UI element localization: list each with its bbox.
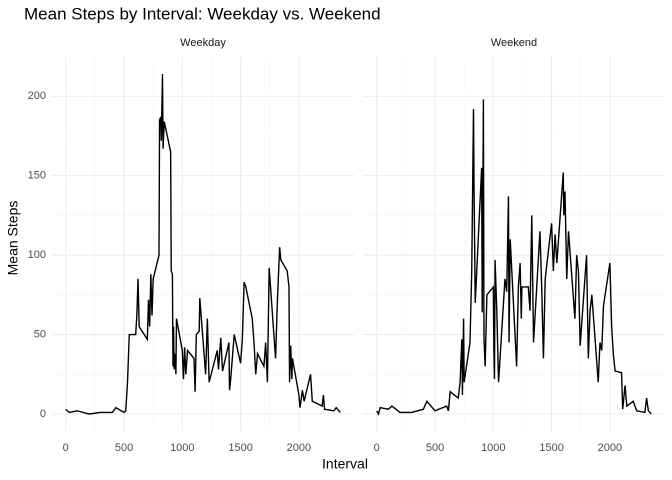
x-tick-label: 1000 — [170, 442, 194, 454]
data-line — [65, 73, 341, 415]
x-axis-label: Interval — [322, 456, 368, 472]
y-tick-label: 50 — [34, 328, 46, 340]
y-tick-label: 0 — [40, 408, 46, 420]
data-line — [376, 99, 652, 416]
y-tick-label: 200 — [28, 90, 46, 102]
x-tick-label: 2000 — [287, 442, 311, 454]
x-tick-label: 0 — [63, 442, 69, 454]
facet-label: Weekday — [180, 37, 226, 49]
x-tick-label: 2000 — [598, 442, 622, 454]
x-tick-label: 1500 — [539, 442, 563, 454]
x-tick-label: 1000 — [481, 442, 505, 454]
chart-title: Mean Steps by Interval: Weekday vs. Week… — [24, 4, 381, 23]
x-tick-label: 0 — [374, 442, 380, 454]
x-tick-label: 500 — [115, 442, 133, 454]
y-tick-label: 150 — [28, 170, 46, 182]
y-axis-label: Mean Steps — [5, 201, 21, 276]
x-tick-label: 1500 — [228, 442, 252, 454]
y-tick-label: 100 — [28, 249, 46, 261]
x-tick-label: 500 — [426, 442, 444, 454]
facet-label: Weekend — [491, 37, 537, 49]
